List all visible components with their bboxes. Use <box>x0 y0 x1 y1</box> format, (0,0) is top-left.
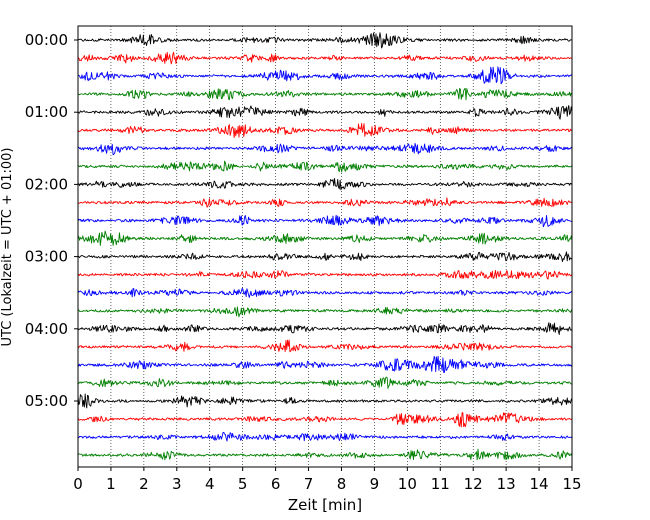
y-tick-label: 00:00 <box>25 31 68 49</box>
x-tick-label: 0 <box>73 475 83 493</box>
trace-line <box>77 197 573 208</box>
x-tick-label: 5 <box>238 475 248 493</box>
y-axis-ticks: 00:00 01:00 02:00 03:00 04:00 05:00 <box>25 31 78 410</box>
y-tick-label: 01:00 <box>25 103 68 121</box>
trace-line <box>77 123 573 139</box>
trace-line <box>77 105 573 120</box>
trace-line <box>77 412 573 428</box>
x-tick-label: 11 <box>431 475 450 493</box>
x-tick-label: 2 <box>139 475 149 493</box>
x-tick-label: 1 <box>106 475 116 493</box>
trace-line <box>77 51 573 65</box>
x-tick-label: 12 <box>464 475 483 493</box>
x-tick-label: 7 <box>304 475 314 493</box>
x-tick-label: 14 <box>530 475 549 493</box>
y-tick-label: 04:00 <box>25 320 68 338</box>
y-tick-label: 02:00 <box>25 175 68 193</box>
y-axis-label: UTC (Lokalzeit = UTC + 01:00) <box>0 148 15 347</box>
x-axis-label: Zeit [min] <box>288 496 362 514</box>
x-tick-label: 6 <box>271 475 281 493</box>
trace-line <box>77 306 573 318</box>
x-axis-ticks: 0 1 2 3 4 5 6 7 8 9 10 11 12 13 14 15 <box>73 467 582 493</box>
trace-line <box>77 177 573 191</box>
plot-frame <box>77 25 573 468</box>
trace-line <box>77 322 573 335</box>
trace-line <box>77 87 573 101</box>
x-tick-label: 15 <box>562 475 581 493</box>
trace-line <box>77 287 573 298</box>
trace-line <box>77 269 573 280</box>
trace-line <box>77 230 573 246</box>
trace-line <box>77 142 573 156</box>
trace-line <box>77 339 573 353</box>
trace-line <box>77 376 573 389</box>
trace-line <box>77 393 573 409</box>
x-tick-label: 3 <box>172 475 182 493</box>
x-tick-label: 4 <box>205 475 215 493</box>
x-tick-label: 8 <box>337 475 347 493</box>
y-tick-label: 03:00 <box>25 248 68 266</box>
x-tick-label: 13 <box>497 475 516 493</box>
trace-line <box>77 32 573 49</box>
seismogram-traces <box>77 32 573 461</box>
trace-line <box>77 448 573 461</box>
trace-line <box>77 160 573 173</box>
trace-line <box>77 251 573 262</box>
trace-line <box>77 355 573 373</box>
trace-line <box>77 431 573 442</box>
y-tick-label: 05:00 <box>25 392 68 410</box>
x-tick-label: 10 <box>398 475 417 493</box>
trace-line <box>77 214 573 228</box>
trace-line <box>77 66 573 85</box>
x-tick-label: 9 <box>370 475 380 493</box>
